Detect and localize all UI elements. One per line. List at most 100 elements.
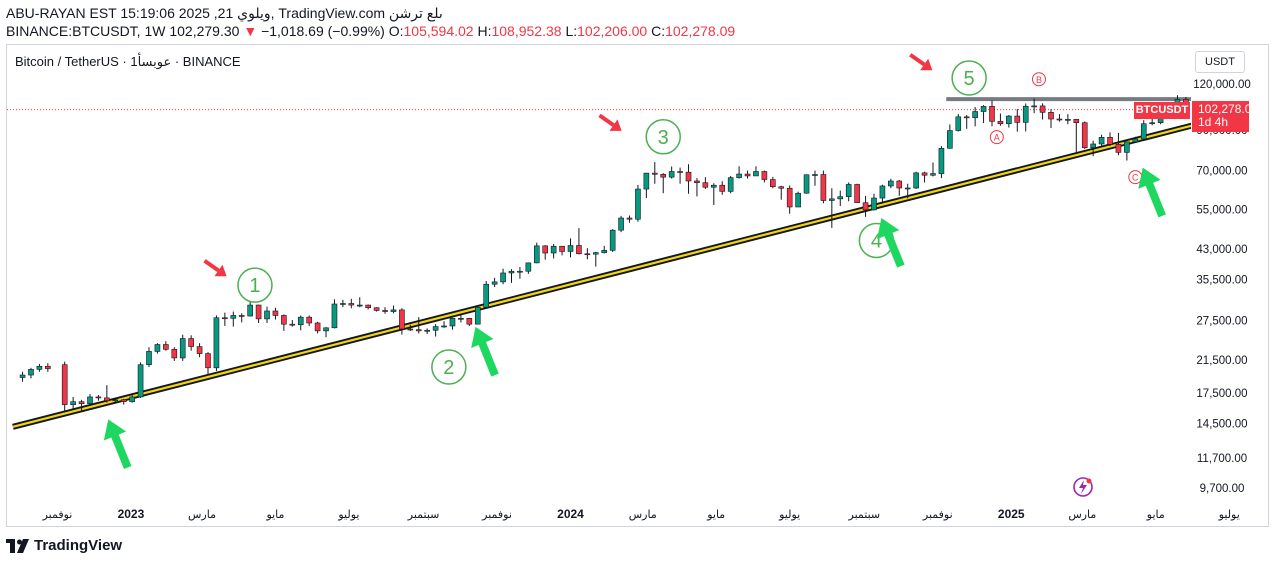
candle-body bbox=[542, 245, 549, 254]
candle bbox=[1081, 121, 1088, 150]
candle-body bbox=[871, 197, 877, 211]
candle-body bbox=[559, 245, 565, 252]
candle-body bbox=[19, 374, 26, 378]
candle-body bbox=[264, 310, 270, 320]
candle-body bbox=[1149, 122, 1155, 125]
candle bbox=[36, 363, 43, 372]
candle-body bbox=[845, 184, 852, 197]
last-price-tag-value: 102,278.09 bbox=[1198, 102, 1259, 116]
candle bbox=[104, 385, 110, 403]
candle bbox=[78, 399, 85, 411]
candle-body bbox=[601, 250, 608, 253]
abc-label: A bbox=[994, 133, 1000, 143]
candle-body bbox=[677, 171, 683, 173]
candle bbox=[230, 311, 237, 327]
candle bbox=[424, 328, 430, 335]
candle bbox=[340, 299, 346, 308]
candle bbox=[264, 306, 270, 323]
candle bbox=[651, 162, 658, 184]
candle bbox=[61, 361, 68, 412]
x-tick-label: مايو bbox=[706, 509, 725, 521]
candle bbox=[584, 248, 591, 260]
candle bbox=[517, 267, 523, 279]
candle bbox=[1090, 140, 1096, 157]
candle-body bbox=[930, 173, 936, 176]
candle-body bbox=[913, 172, 919, 189]
green-arrow-icon bbox=[103, 419, 132, 470]
candle bbox=[980, 105, 987, 124]
candle bbox=[1014, 109, 1021, 132]
candle bbox=[1065, 114, 1071, 125]
candle bbox=[938, 146, 945, 179]
candle-body bbox=[1090, 143, 1096, 149]
candle-body bbox=[1132, 138, 1139, 143]
header-ohlc-line: BINANCE:BTCUSDT, 1W 102,279.30 ▼ −1,018.… bbox=[6, 23, 735, 39]
candle bbox=[188, 335, 194, 351]
candle-body bbox=[753, 171, 759, 177]
x-tick-label: مايو bbox=[1146, 509, 1165, 521]
red-arrow-head bbox=[214, 264, 227, 277]
candle bbox=[323, 327, 329, 338]
x-tick-label: سبتمبر bbox=[407, 509, 440, 521]
candle bbox=[1115, 132, 1122, 156]
chart-frame[interactable] bbox=[6, 44, 1269, 527]
trendline bbox=[12, 124, 1191, 428]
candle-body bbox=[1073, 119, 1080, 124]
green-arrow-shaft bbox=[477, 340, 499, 377]
candle-body bbox=[626, 217, 633, 220]
low-value: 102,206.00 bbox=[577, 23, 648, 39]
candle-body bbox=[508, 270, 515, 274]
candle-body bbox=[458, 318, 464, 320]
tradingview-logo[interactable]: TradingView bbox=[6, 537, 122, 554]
currency-selector[interactable]: USDT bbox=[1195, 51, 1245, 73]
candle bbox=[871, 193, 877, 211]
candle bbox=[247, 301, 253, 317]
price-change: −1,018.69 (−0.99%) bbox=[261, 23, 385, 39]
candle bbox=[719, 181, 726, 195]
candle-body bbox=[289, 323, 296, 326]
candle bbox=[356, 297, 363, 308]
candle-body bbox=[466, 318, 473, 325]
candle-body bbox=[668, 171, 675, 178]
candle-body bbox=[1065, 119, 1071, 121]
y-tick-label: 120,000.00 bbox=[1193, 79, 1251, 91]
candle-body bbox=[694, 180, 700, 184]
candle bbox=[1056, 114, 1063, 122]
wave-label-circle bbox=[645, 119, 681, 155]
x-tick-label: يوليو bbox=[778, 509, 800, 521]
x-tick-label: 2024 bbox=[557, 507, 584, 521]
candle bbox=[19, 371, 26, 382]
candle-body bbox=[28, 369, 34, 376]
candle bbox=[289, 320, 296, 327]
candle-body bbox=[525, 262, 532, 272]
candle-body bbox=[1014, 115, 1021, 123]
y-tick-label: 9,700.00 bbox=[1200, 483, 1245, 495]
candle bbox=[601, 245, 608, 254]
red-arrow-icon bbox=[909, 53, 933, 71]
candle-body bbox=[862, 202, 869, 211]
candle-body bbox=[500, 272, 506, 283]
green-arrow-icon bbox=[1138, 167, 1166, 218]
candle-body bbox=[306, 316, 312, 324]
candle bbox=[770, 176, 776, 189]
candle bbox=[576, 228, 582, 255]
x-tick-label: يوليو bbox=[337, 509, 359, 521]
candle-body bbox=[955, 116, 962, 131]
candle-body bbox=[340, 303, 346, 305]
candle-body bbox=[129, 396, 135, 403]
candle-body bbox=[238, 315, 245, 317]
red-arrow-icon bbox=[203, 259, 227, 277]
candle bbox=[904, 183, 911, 199]
tradingview-logo-icon bbox=[6, 538, 29, 553]
candle-body bbox=[795, 192, 801, 208]
lightning-icon[interactable] bbox=[1072, 476, 1094, 498]
candle-body bbox=[432, 326, 439, 331]
candle-body bbox=[441, 325, 447, 328]
green-arrow-head bbox=[877, 217, 900, 240]
candle-body bbox=[1039, 105, 1046, 113]
candle bbox=[449, 317, 456, 330]
candle-body bbox=[95, 396, 102, 399]
candle bbox=[702, 177, 709, 190]
y-tick-label: 17,500.00 bbox=[1196, 388, 1247, 400]
